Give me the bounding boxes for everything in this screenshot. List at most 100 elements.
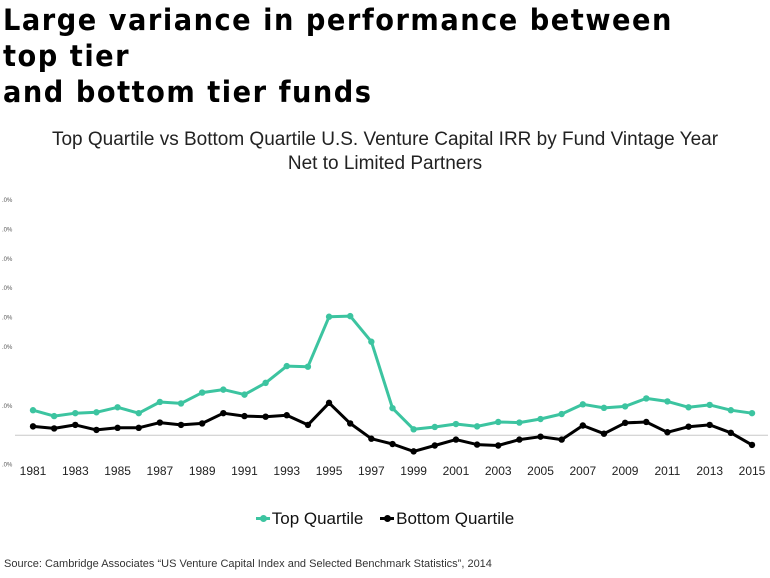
legend-marker-bottom-quartile <box>380 515 395 522</box>
data-point-top-quartile <box>114 404 121 411</box>
data-point-top-quartile <box>579 401 587 408</box>
data-point-bottom-quartile <box>262 413 269 420</box>
data-point-top-quartile <box>283 362 290 370</box>
data-point-bottom-quartile <box>558 436 565 443</box>
x-tick-label: 1997 <box>358 464 385 478</box>
x-tick-label: 1989 <box>189 464 216 478</box>
data-point-bottom-quartile <box>579 422 587 429</box>
x-tick-label: 1983 <box>62 464 89 478</box>
x-tick-label: 2009 <box>612 464 639 478</box>
source-note: Source: Cambridge Associates “US Venture… <box>4 558 492 570</box>
x-tick-label: 1999 <box>400 464 427 478</box>
x-tick-label: 2015 <box>739 464 766 478</box>
data-point-top-quartile <box>495 418 502 426</box>
legend-marker-top-quartile <box>255 515 270 522</box>
chart-title-line-2: Net to Limited Partners <box>287 153 483 174</box>
data-point-bottom-quartile <box>621 419 629 427</box>
legend-item-bottom-quartile: Bottom Quartile <box>380 509 514 529</box>
data-point-top-quartile <box>748 409 756 417</box>
data-point-bottom-quartile <box>473 441 481 448</box>
y-tick-label: .0% <box>2 316 13 322</box>
data-point-bottom-quartile <box>410 448 417 455</box>
data-point-top-quartile <box>431 423 438 431</box>
data-point-top-quartile <box>93 409 100 416</box>
data-point-top-quartile <box>241 391 248 398</box>
x-tick-label: 2005 <box>527 464 554 478</box>
data-point-bottom-quartile <box>347 420 354 427</box>
data-point-top-quartile <box>368 338 375 345</box>
data-point-top-quartile <box>706 401 713 409</box>
data-point-bottom-quartile <box>516 436 523 443</box>
data-point-bottom-quartile <box>600 430 608 437</box>
data-point-top-quartile <box>177 400 185 407</box>
data-point-bottom-quartile <box>198 420 206 427</box>
y-tick-label: .0% <box>2 257 13 263</box>
data-point-top-quartile <box>727 407 735 414</box>
y-tick-label: .0% <box>2 463 13 469</box>
line-chart: .0% .0% .0% .0% .0% .0% .0% .0% 1981 1983 1985 1987… <box>2 198 768 478</box>
x-tick-label: 2007 <box>569 464 596 478</box>
data-point-top-quartile <box>664 398 671 405</box>
data-point-bottom-quartile <box>748 441 756 449</box>
data-point-bottom-quartile <box>389 440 396 448</box>
x-tick-label: 1993 <box>273 464 300 478</box>
y-tick-label: .0% <box>2 198 13 204</box>
data-point-bottom-quartile <box>431 442 438 449</box>
data-point-bottom-quartile <box>93 426 100 434</box>
data-point-top-quartile <box>516 419 523 426</box>
legend-label-top-quartile: Top Quartile <box>271 508 364 528</box>
data-point-bottom-quartile <box>727 429 735 437</box>
data-point-bottom-quartile <box>241 412 248 420</box>
data-point-bottom-quartile <box>452 436 460 443</box>
data-point-bottom-quartile <box>220 409 227 417</box>
data-point-top-quartile <box>304 363 312 370</box>
y-tick-label: .0% <box>2 286 13 292</box>
data-point-top-quartile <box>537 415 544 423</box>
data-point-bottom-quartile <box>537 433 544 440</box>
data-point-bottom-quartile <box>643 418 650 426</box>
data-point-bottom-quartile <box>685 423 692 430</box>
x-tick-label: 2011 <box>655 464 681 478</box>
y-tick-label: .0% <box>2 345 13 351</box>
headline-line-1: Large variance in performance between to… <box>3 3 673 73</box>
data-point-top-quartile <box>410 426 417 433</box>
data-point-top-quartile <box>29 407 37 414</box>
data-point-bottom-quartile <box>135 424 142 432</box>
legend-label-bottom-quartile: Bottom Quartile <box>396 508 515 528</box>
x-tick-label: 1995 <box>316 464 343 478</box>
data-point-top-quartile <box>452 420 460 428</box>
data-point-bottom-quartile <box>50 425 58 432</box>
data-point-top-quartile <box>685 404 692 411</box>
data-point-bottom-quartile <box>664 429 671 436</box>
data-point-bottom-quartile <box>368 435 375 442</box>
data-point-top-quartile <box>600 404 608 412</box>
data-point-top-quartile <box>347 312 354 320</box>
chart-title-line-1: Top Quartile vs Bottom Quartile U.S. Ven… <box>51 129 719 150</box>
chart-legend: Top Quartile Bottom Quartile <box>0 505 770 529</box>
data-point-top-quartile <box>262 379 269 387</box>
data-point-top-quartile <box>72 409 79 417</box>
data-point-top-quartile <box>621 403 629 410</box>
x-tick-label: 2001 <box>443 464 470 478</box>
y-tick-label: .0% <box>2 227 13 233</box>
data-point-top-quartile <box>220 386 227 393</box>
x-tick-label: 2003 <box>485 464 512 478</box>
data-point-bottom-quartile <box>495 442 502 449</box>
x-tick-label: 1981 <box>20 464 47 478</box>
data-point-top-quartile <box>389 404 396 412</box>
data-point-top-quartile <box>558 410 565 418</box>
x-tick-label: 1985 <box>104 464 131 478</box>
x-tick-label: 2013 <box>696 464 723 478</box>
data-point-bottom-quartile <box>706 421 713 429</box>
data-point-bottom-quartile <box>156 419 164 426</box>
data-point-top-quartile <box>643 395 650 402</box>
legend-item-top-quartile: Top Quartile <box>255 508 364 529</box>
data-point-top-quartile <box>135 409 142 417</box>
data-point-top-quartile <box>156 398 164 406</box>
x-tick-label: 1991 <box>231 464 258 478</box>
slide-headline: Large variance in performance between to… <box>3 2 717 110</box>
data-point-bottom-quartile <box>177 421 185 429</box>
x-tick-label: 1987 <box>147 464 174 478</box>
chart-title: Top Quartile vs Bottom Quartile U.S. Ven… <box>0 128 770 176</box>
headline-line-2: and bottom tier funds <box>3 75 373 109</box>
